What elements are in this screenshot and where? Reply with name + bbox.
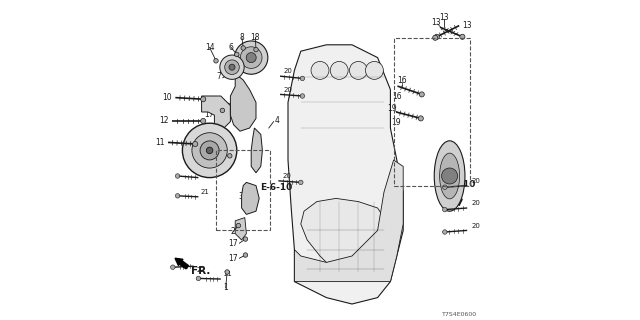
Text: 17: 17 <box>228 254 238 263</box>
Text: 8: 8 <box>239 33 244 42</box>
Circle shape <box>443 207 447 212</box>
Text: 5: 5 <box>254 140 259 149</box>
Circle shape <box>236 223 241 228</box>
Text: 14: 14 <box>205 43 214 52</box>
Circle shape <box>201 97 206 102</box>
Circle shape <box>234 41 268 74</box>
Polygon shape <box>288 45 403 304</box>
Bar <box>394 38 470 186</box>
Circle shape <box>234 52 239 57</box>
Polygon shape <box>202 96 230 128</box>
Circle shape <box>220 108 225 113</box>
Polygon shape <box>236 218 246 240</box>
Circle shape <box>300 76 305 81</box>
Text: T7S4E0600: T7S4E0600 <box>442 312 477 317</box>
Text: 22: 22 <box>196 268 205 273</box>
Text: 3: 3 <box>238 192 243 201</box>
Text: 1: 1 <box>223 284 228 292</box>
Circle shape <box>311 61 329 79</box>
Polygon shape <box>294 160 403 282</box>
Ellipse shape <box>435 141 465 211</box>
Circle shape <box>182 123 237 178</box>
Text: 20: 20 <box>284 87 292 92</box>
Text: 20: 20 <box>471 200 480 206</box>
Circle shape <box>170 265 175 269</box>
Text: 13: 13 <box>439 13 449 22</box>
Circle shape <box>253 47 259 52</box>
Circle shape <box>443 185 447 189</box>
Text: 17: 17 <box>204 110 214 119</box>
Circle shape <box>214 59 218 63</box>
Text: 9: 9 <box>221 99 226 108</box>
Circle shape <box>200 141 219 160</box>
Circle shape <box>228 154 232 158</box>
Polygon shape <box>242 182 259 214</box>
Circle shape <box>419 92 424 97</box>
Text: 4: 4 <box>275 116 279 124</box>
Circle shape <box>175 174 180 178</box>
Text: 20: 20 <box>471 178 480 184</box>
Polygon shape <box>301 198 384 278</box>
Circle shape <box>443 230 447 234</box>
Circle shape <box>433 35 438 40</box>
Text: 10: 10 <box>163 93 172 102</box>
Circle shape <box>196 276 201 281</box>
Text: 16: 16 <box>392 92 403 101</box>
Text: 17: 17 <box>228 239 238 248</box>
Text: 16: 16 <box>397 76 407 85</box>
Text: FR.: FR. <box>191 266 211 276</box>
Text: 21: 21 <box>223 271 232 277</box>
Polygon shape <box>251 128 262 173</box>
Circle shape <box>460 34 465 39</box>
Circle shape <box>419 116 424 121</box>
Text: 20: 20 <box>282 173 291 179</box>
Circle shape <box>225 60 239 75</box>
Circle shape <box>192 133 227 168</box>
Circle shape <box>442 168 458 184</box>
FancyArrow shape <box>175 258 188 269</box>
Circle shape <box>193 141 198 147</box>
Circle shape <box>220 55 244 79</box>
Text: 20: 20 <box>284 68 292 74</box>
Text: 19: 19 <box>391 118 401 127</box>
Polygon shape <box>230 74 256 131</box>
Circle shape <box>349 61 367 79</box>
Circle shape <box>206 147 213 154</box>
Circle shape <box>241 47 262 68</box>
Circle shape <box>298 180 303 185</box>
Text: 18: 18 <box>251 33 260 42</box>
Circle shape <box>225 270 230 274</box>
Text: 20: 20 <box>471 223 480 228</box>
Circle shape <box>229 64 235 70</box>
Circle shape <box>175 194 180 198</box>
Bar <box>216 150 270 230</box>
Text: 7: 7 <box>216 72 221 81</box>
Text: 2: 2 <box>230 228 236 236</box>
Text: 11: 11 <box>156 138 165 147</box>
Circle shape <box>201 118 206 124</box>
Text: E-6-10: E-6-10 <box>260 183 292 192</box>
Circle shape <box>435 34 440 39</box>
Ellipse shape <box>440 153 460 199</box>
Text: 19: 19 <box>387 104 397 113</box>
Text: 21: 21 <box>201 170 210 176</box>
Circle shape <box>300 94 305 98</box>
Text: 13: 13 <box>463 21 472 30</box>
Text: E-7-10: E-7-10 <box>443 180 476 189</box>
Circle shape <box>246 52 256 63</box>
Circle shape <box>365 61 383 79</box>
Text: 15: 15 <box>216 151 226 160</box>
Circle shape <box>243 253 248 257</box>
Text: 13: 13 <box>431 18 441 27</box>
Text: 21: 21 <box>201 189 210 195</box>
Text: 6: 6 <box>228 43 234 52</box>
Text: 12: 12 <box>159 116 169 125</box>
Circle shape <box>243 237 248 241</box>
Circle shape <box>241 46 246 50</box>
Circle shape <box>330 61 348 79</box>
